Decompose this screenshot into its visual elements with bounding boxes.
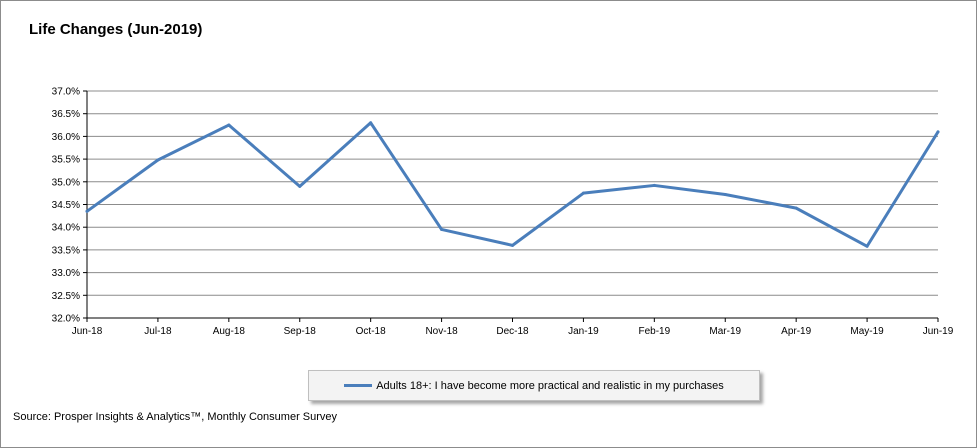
y-tick-labels: 32.0% 32.5% 33.0% 33.5% 34.0% 34.5% 35.0% 35.5%…	[52, 87, 80, 325]
y-tick-label: 34.5%	[52, 200, 80, 211]
x-tick-label: May-19	[850, 326, 884, 337]
x-tick-label: Sep-18	[284, 326, 317, 337]
data-point	[723, 193, 727, 197]
chart-title: Life Changes (Jun-2019)	[29, 21, 203, 38]
gridlines	[87, 90, 938, 296]
x-tick-label: Nov-18	[425, 326, 458, 337]
data-point	[156, 158, 160, 162]
data-point	[652, 183, 656, 187]
x-tick-label: Aug-18	[213, 326, 246, 337]
x-tick-label: Jul-18	[144, 326, 172, 337]
y-tick-label: 35.5%	[52, 155, 80, 166]
x-tick-label: Jan-19	[568, 326, 599, 337]
y-tick-label: 36.5%	[52, 109, 80, 120]
y-tick-label: 37.0%	[52, 87, 80, 98]
data-point	[369, 121, 373, 125]
data-point	[794, 206, 798, 210]
x-tick-label: Apr-19	[781, 326, 811, 337]
legend-swatch	[344, 384, 373, 387]
data-point	[85, 209, 89, 213]
data-point	[511, 243, 514, 247]
series-line	[85, 121, 940, 248]
x-tick-label: Feb-19	[638, 326, 670, 337]
x-tick-label: Jun-18	[72, 326, 103, 337]
data-point	[581, 191, 585, 195]
x-tick-labels: Jun-18 Jul-18 Aug-18 Sep-18 Oct-18 Nov-18 Dec-…	[72, 326, 954, 337]
legend-label: Adults 18+: I have become more practical…	[376, 379, 724, 392]
data-point	[865, 244, 869, 248]
x-tick-label: Mar-19	[709, 326, 741, 337]
data-point	[440, 227, 444, 231]
y-tick-label: 32.5%	[52, 291, 80, 302]
source-note: Source: Prosper Insights & Analytics™, M…	[13, 411, 338, 423]
y-tick-label: 33.0%	[52, 268, 80, 279]
x-tick-label: Dec-18	[496, 326, 529, 337]
y-tick-label: 34.0%	[52, 223, 80, 234]
x-tick-label: Oct-18	[356, 326, 386, 337]
data-point	[227, 123, 231, 127]
data-point	[936, 130, 940, 134]
y-tick-label: 36.0%	[52, 132, 80, 143]
y-tick-label: 35.0%	[52, 177, 80, 188]
series-lines	[85, 121, 940, 248]
y-tick-label: 33.5%	[52, 245, 80, 256]
axes	[83, 90, 939, 322]
data-point	[298, 184, 302, 188]
x-tick-label: Jun-19	[923, 326, 954, 337]
legend: Adults 18+: I have become more practical…	[308, 370, 760, 401]
y-tick-label: 32.0%	[52, 314, 80, 325]
